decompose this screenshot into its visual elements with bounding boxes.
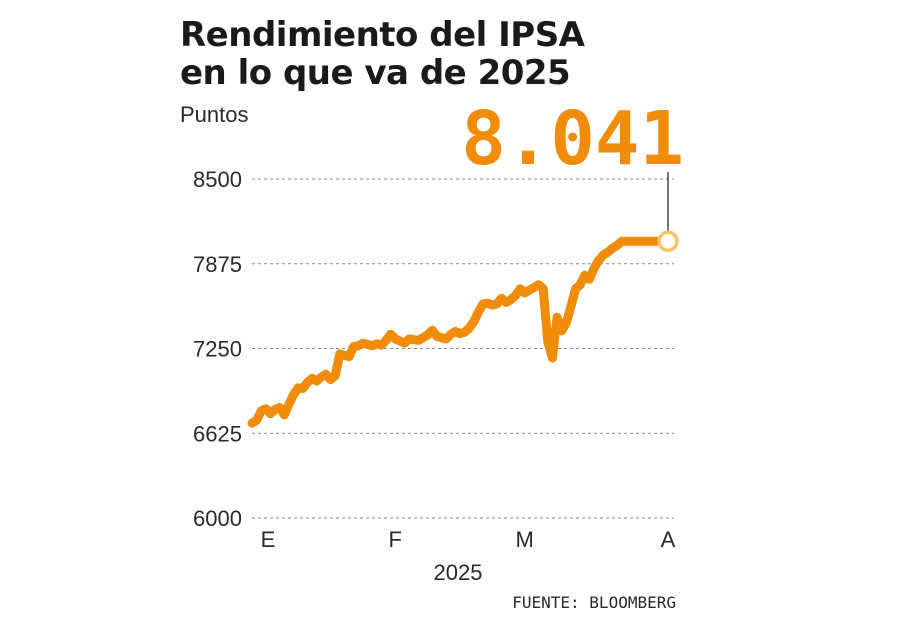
y-tick-label-7250: 7250 [193, 337, 242, 362]
x-tick-label-E: E [261, 527, 276, 552]
source-label: FUENTE: BLOOMBERG [512, 593, 676, 612]
y-tick-label-8500: 8500 [193, 167, 242, 192]
x-tick-label-F: F [389, 527, 402, 552]
x-tick-label-A: A [661, 527, 676, 552]
last-value-label: 8.041 [461, 96, 684, 182]
y-axis-unit-label: Puntos [180, 102, 249, 127]
y-tick-label-6000: 6000 [193, 506, 242, 531]
x-axis-year-label: 2025 [434, 560, 483, 585]
y-tick-label-6625: 6625 [193, 421, 242, 446]
chart-title-line-1: Rendimiento del IPSA [180, 15, 586, 55]
last-value-marker [657, 230, 679, 252]
ipsa-series-line [247, 236, 673, 428]
x-tick-label-M: M [516, 527, 534, 552]
y-tick-label-7875: 7875 [193, 252, 242, 277]
chart-title-line-2: en lo que va de 2025 [180, 53, 570, 93]
grid-lines [252, 178, 674, 519]
y-tick-labels: 8500 7875 7250 6625 6000 [193, 167, 242, 531]
